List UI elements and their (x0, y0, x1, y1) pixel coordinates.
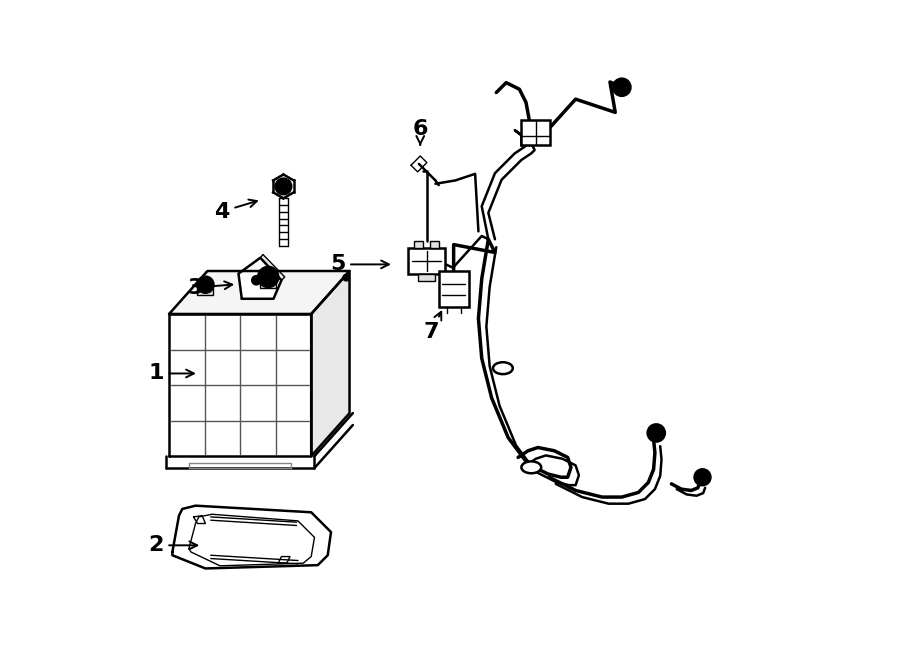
Bar (439, 271, 469, 307)
Bar (260, 277, 276, 288)
Ellipse shape (493, 362, 513, 374)
Circle shape (343, 274, 349, 281)
Bar (414, 241, 423, 248)
Bar (409, 248, 445, 274)
Bar (197, 285, 213, 295)
Text: 4: 4 (214, 200, 256, 221)
Polygon shape (311, 271, 349, 456)
Circle shape (275, 178, 292, 195)
Polygon shape (238, 258, 282, 299)
Polygon shape (194, 516, 205, 524)
Bar (429, 241, 439, 248)
Circle shape (202, 282, 208, 288)
Circle shape (648, 424, 665, 442)
Text: 7: 7 (424, 312, 441, 342)
Text: 2: 2 (148, 535, 197, 555)
Circle shape (613, 79, 631, 96)
Circle shape (695, 469, 710, 485)
Text: 3: 3 (188, 278, 232, 297)
Circle shape (257, 266, 279, 288)
Circle shape (265, 274, 272, 280)
Polygon shape (169, 271, 349, 314)
Circle shape (700, 475, 705, 480)
Ellipse shape (521, 461, 541, 473)
Polygon shape (173, 506, 331, 568)
Text: 6: 6 (412, 119, 428, 145)
Circle shape (618, 84, 626, 91)
Circle shape (252, 276, 261, 285)
Polygon shape (411, 156, 427, 172)
Bar (418, 274, 435, 281)
Circle shape (652, 430, 660, 436)
Circle shape (197, 276, 214, 293)
Bar (521, 120, 551, 145)
Text: 5: 5 (330, 254, 389, 274)
Polygon shape (260, 254, 284, 280)
Polygon shape (189, 514, 314, 566)
Polygon shape (278, 557, 290, 563)
Text: 1: 1 (148, 364, 194, 383)
Polygon shape (169, 314, 311, 456)
